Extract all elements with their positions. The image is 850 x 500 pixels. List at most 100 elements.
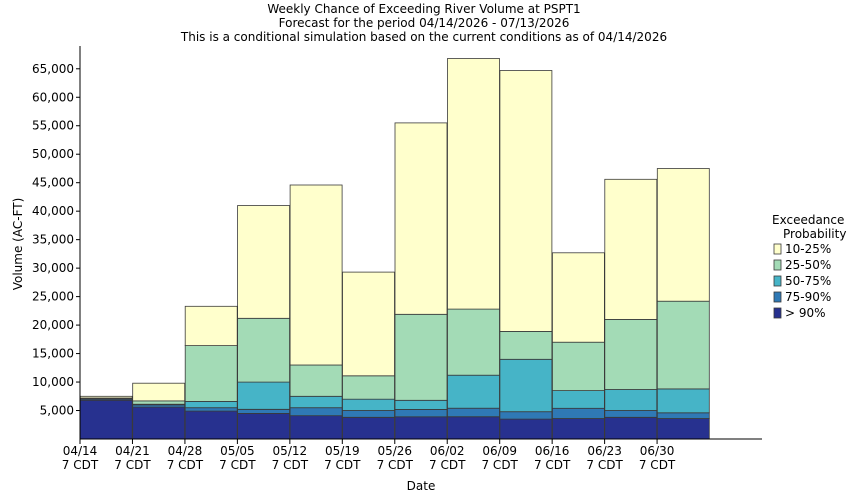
bar-segment xyxy=(184,345,238,402)
x-tick-sublabel: 7 CDT xyxy=(586,458,623,472)
y-tick-label: 30,000 xyxy=(32,261,74,275)
bar-segment xyxy=(79,395,133,399)
bar-segment xyxy=(289,184,343,366)
chart-title-line-3: This is a conditional simulation based o… xyxy=(180,30,667,44)
bar-segment xyxy=(79,399,133,440)
bar-segment xyxy=(499,358,553,413)
bar-segment xyxy=(656,388,710,414)
legend-swatch xyxy=(773,291,782,303)
x-tick-sublabel: 7 CDT xyxy=(324,458,361,472)
x-tick-sublabel: 7 CDT xyxy=(62,458,99,472)
y-tick-label: 35,000 xyxy=(32,233,74,247)
y-tick-label: 45,000 xyxy=(32,176,74,190)
legend-label: > 90% xyxy=(785,306,826,320)
x-tick-label: 05/12 xyxy=(273,444,308,458)
x-tick-label: 06/16 xyxy=(535,444,570,458)
x-tick-sublabel: 7 CDT xyxy=(219,458,256,472)
x-tick-label: 04/14 xyxy=(63,444,98,458)
x-tick-sublabel: 7 CDT xyxy=(639,458,676,472)
y-tick-label: 60,000 xyxy=(32,90,74,104)
bar-segment xyxy=(604,416,658,440)
y-tick-label: 5,000 xyxy=(40,404,74,418)
x-tick-label: 05/26 xyxy=(377,444,412,458)
legend: Exceedance Probability 10-25% 25-50% 50-75… xyxy=(772,213,846,320)
y-tick-label: 20,000 xyxy=(32,318,74,332)
bar-segment xyxy=(237,408,291,414)
bars-group xyxy=(79,58,710,440)
bar-segment xyxy=(552,252,605,343)
x-tick-sublabel: 7 CDT xyxy=(167,458,204,472)
bar-segment xyxy=(394,399,448,410)
bar-segment xyxy=(342,398,395,411)
y-tick-label: 50,000 xyxy=(32,147,74,161)
bar-segment xyxy=(342,416,395,440)
y-tick-label: 40,000 xyxy=(32,204,74,218)
bar-segment xyxy=(132,382,186,402)
bar-segment xyxy=(289,407,343,417)
bar-segment xyxy=(499,330,553,360)
bar-segment xyxy=(289,364,343,397)
bar-segment xyxy=(184,400,238,409)
bar-segment xyxy=(237,381,291,410)
y-tick-label: 15,000 xyxy=(32,347,74,361)
y-tick-label: 55,000 xyxy=(32,119,74,133)
legend-label: 75-90% xyxy=(785,290,831,304)
legend-swatch xyxy=(773,243,782,255)
x-tick-sublabel: 7 CDT xyxy=(114,458,151,472)
bar-segment xyxy=(132,400,186,405)
bar-segment xyxy=(342,410,395,418)
bar-segment xyxy=(552,418,605,440)
bar-segment xyxy=(342,375,395,400)
bar-segment xyxy=(132,406,186,440)
x-tick-label: 04/21 xyxy=(115,444,150,458)
bar-segment xyxy=(237,412,291,440)
x-tick-sublabel: 7 CDT xyxy=(534,458,571,472)
chart-title: Weekly Chance of Exceeding River Volume … xyxy=(180,2,667,44)
x-tick-label: 04/28 xyxy=(168,444,203,458)
bar-segment xyxy=(447,58,500,310)
bar-segment xyxy=(394,122,448,315)
legend-label: 25-50% xyxy=(785,258,831,272)
bar-segment xyxy=(342,271,395,377)
bar-segment xyxy=(447,416,500,440)
bar-segment xyxy=(656,300,710,390)
legend-swatch xyxy=(773,307,782,319)
bar-segment xyxy=(552,341,605,392)
bar-segment xyxy=(394,408,448,418)
x-tick-sublabel: 7 CDT xyxy=(481,458,518,472)
bar-segment xyxy=(394,416,448,440)
bar-segment xyxy=(394,313,448,401)
bar-segment xyxy=(656,168,710,302)
bar-segment xyxy=(656,418,710,440)
bar-segment xyxy=(656,412,710,419)
bar-segment xyxy=(184,410,238,440)
x-tick-sublabel: 7 CDT xyxy=(377,458,414,472)
bar-segment xyxy=(499,411,553,420)
legend-label: 50-75% xyxy=(785,274,831,288)
x-axis-label: Date xyxy=(407,479,436,493)
y-axis-label: Volume (AC-FT) xyxy=(11,198,25,291)
bar-segment xyxy=(604,388,658,411)
x-tick-label: 05/05 xyxy=(220,444,255,458)
y-tick-label: 10,000 xyxy=(32,375,74,389)
bar-segment xyxy=(237,317,291,383)
bar-segment xyxy=(499,70,553,332)
x-tick-label: 06/30 xyxy=(640,444,675,458)
bar-segment xyxy=(184,305,238,346)
y-tick-label: 25,000 xyxy=(32,290,74,304)
bar-segment xyxy=(499,418,553,440)
chart-title-line-2: Forecast for the period 04/14/2026 - 07/… xyxy=(279,16,570,30)
x-tick-sublabel: 7 CDT xyxy=(272,458,309,472)
legend-swatch xyxy=(773,259,782,271)
bar-segment xyxy=(447,308,500,376)
bar-segment xyxy=(447,407,500,418)
bar-segment xyxy=(237,205,291,319)
x-tick-label: 05/19 xyxy=(325,444,360,458)
bar-segment xyxy=(604,178,658,320)
bar-segment xyxy=(604,318,658,390)
bar-segment xyxy=(604,410,658,418)
x-tick-label: 06/23 xyxy=(587,444,622,458)
legend-title-line-2: Probability xyxy=(783,227,846,241)
